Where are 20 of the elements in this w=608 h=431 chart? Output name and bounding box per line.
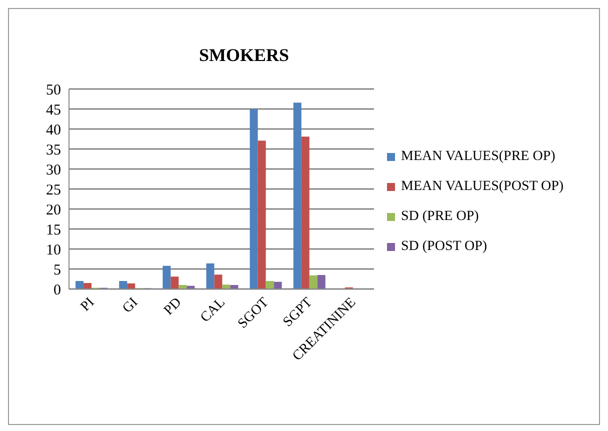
chart-title: SMOKERS bbox=[198, 45, 290, 66]
y-tick-label: 40 bbox=[46, 122, 61, 138]
y-tick-label: 0 bbox=[54, 282, 61, 298]
y-tick-label: 50 bbox=[46, 82, 61, 98]
y-tick-label: 20 bbox=[46, 202, 61, 218]
legend-label: SD (POST OP) bbox=[401, 239, 488, 255]
y-tick-label: 15 bbox=[46, 222, 61, 238]
x-tick-label: PD bbox=[161, 295, 185, 318]
y-tick-label: 35 bbox=[46, 142, 61, 158]
x-tick-label: PI bbox=[78, 294, 98, 315]
y-tick-label: 30 bbox=[46, 162, 61, 178]
x-tick-label: CAL bbox=[198, 295, 228, 326]
x-tick-label: GI bbox=[120, 294, 142, 316]
y-tick-label: 10 bbox=[46, 242, 61, 258]
y-tick-label: 5 bbox=[54, 262, 61, 278]
y-tick-label: 45 bbox=[46, 102, 61, 118]
legend-label: MEAN VALUES(PRE OP) bbox=[401, 149, 556, 165]
legend-label: SD (PRE OP) bbox=[401, 209, 479, 225]
y-tick-label: 25 bbox=[46, 182, 61, 198]
legend-label: MEAN VALUES(POST OP) bbox=[401, 179, 564, 195]
